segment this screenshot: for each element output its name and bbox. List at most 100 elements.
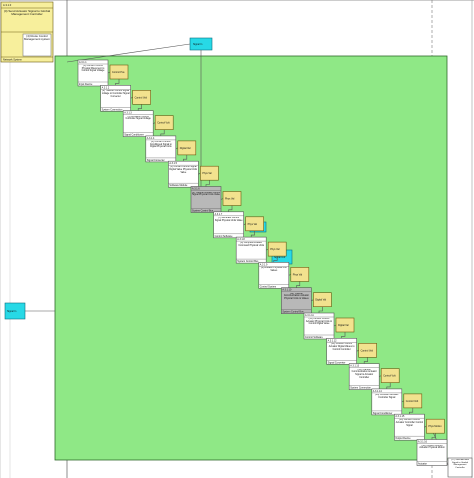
svg-text:Signal Out: Signal Out — [274, 256, 285, 259]
connector — [318, 306, 323, 313]
function-footer: System Control Bus — [282, 311, 304, 314]
function-text: (16) Convert Control Actuator Physical M… — [419, 444, 445, 450]
function-box-6[interactable]: A.3.1.6(6) Transfer Routed Control Signa… — [190, 186, 222, 213]
flow-item-9[interactable]: Phys Val — [290, 267, 310, 282]
function-id: A.3.1.6 — [192, 188, 200, 191]
connector — [409, 407, 414, 415]
flow-item-4[interactable]: Digital Val — [177, 140, 197, 156]
function-id: A.3.1.10 — [282, 289, 292, 292]
connector — [160, 129, 165, 136]
connector — [220, 198, 224, 200]
function-box-5[interactable]: A.3.1.5(5) Convert Control Signal Digita… — [168, 160, 199, 188]
flow-item-10[interactable]: Digital Val — [313, 292, 332, 308]
flow-item-8[interactable]: Phys Val — [267, 241, 287, 257]
function-footer: System Control Bus — [192, 210, 214, 213]
flow-item-3[interactable]: Control Volt — [154, 115, 174, 130]
function-id: A.3.1.8 — [237, 238, 245, 241]
connector — [386, 382, 391, 389]
flow-item-7[interactable]: Phys Val — [245, 216, 264, 232]
function-footer: System Connection — [350, 387, 371, 390]
flow-item-12[interactable]: Control Volt — [358, 342, 377, 358]
function-box-9[interactable]: A.3.1.9(9) Actuator Physical Unit Values… — [258, 262, 290, 289]
connector — [153, 122, 156, 124]
function-box-10[interactable]: A.3.1.10(10) Transfer Communication Actu… — [281, 287, 312, 315]
connector — [243, 223, 246, 226]
function-text: (6) Transfer Routed Control Signal Physi… — [192, 191, 220, 197]
function-box-15[interactable]: A.3.1.15(15) Convert Control Actuator Co… — [394, 413, 425, 441]
connector — [379, 375, 382, 377]
connector — [198, 172, 201, 175]
function-box-12[interactable]: A.3.1.12(12) Convert Control Actuator Di… — [326, 337, 357, 365]
flow-label: Phys Val — [293, 273, 303, 276]
connector — [175, 147, 178, 150]
function-id: A.3.1.16 — [418, 441, 428, 444]
function-box-11[interactable]: A.3.1.11(11) Convert Control Actuator Ph… — [303, 312, 335, 340]
function-box-8[interactable]: A.3.1.8(8) Compute Actuator Command Phys… — [235, 236, 267, 264]
function-footer: Actuator — [418, 463, 427, 466]
function-footer: Control Software — [305, 336, 323, 339]
flow-layer: Control Pos Control Volt Control Volt Digit… — [109, 64, 445, 434]
flow-label: Digital Val — [338, 324, 349, 327]
flow-label: Phys Val — [225, 198, 235, 201]
top-left-block[interactable]: A.3.1.0 (4) Send Actuator Signal to Gimb… — [0, 1, 54, 63]
flow-item-1[interactable]: Control Pos — [109, 64, 129, 80]
flow-label: Digital Val — [315, 299, 326, 302]
function-footer: Input Device — [79, 83, 93, 86]
flow-label: Phys Val — [248, 223, 258, 226]
function-id: A.3.1.13 — [350, 365, 360, 368]
function-box-7[interactable]: A.3.1.7(7) Generate Control Signal Physi… — [213, 211, 244, 239]
input-signal-1[interactable]: Signal In — [189, 37, 213, 51]
function-text: (9) Actuator Physical Unit Values — [260, 267, 287, 273]
function-box-3[interactable]: A.3.1.3(3) Condition Control Controller … — [122, 110, 154, 137]
flow-item-6[interactable]: Phys Val — [222, 191, 242, 206]
flow-label: Digital Val — [180, 147, 191, 150]
flow-label: Phys Motion — [428, 425, 442, 428]
function-id: A.3.1.3 — [124, 112, 132, 115]
function-box-2[interactable]: A.3.1.2(2) Transfer Control Signal Volta… — [100, 85, 131, 112]
top-block-subtitle: (4) Route Control Management system — [24, 35, 50, 42]
function-footer: Signal Converter — [328, 361, 346, 364]
function-footer: Signal Conditioner — [373, 412, 393, 415]
function-id: A.3.1.15 — [395, 415, 405, 418]
function-text: (14) Condition Actuator Controller Signa… — [375, 393, 399, 399]
connector — [296, 281, 301, 288]
flow-label: Control Volt — [406, 400, 419, 403]
function-box-13[interactable]: A.3.1.13(13) Transfer Communication Actu… — [348, 363, 380, 390]
flow-item-15[interactable]: Phys Motion — [426, 418, 445, 434]
connector — [205, 180, 210, 187]
top-block-id: A.3.1.0 — [3, 3, 12, 7]
flow-label: Phys Val — [202, 172, 212, 175]
function-box-14[interactable]: A.3.1.14(14) Condition Actuator Controll… — [371, 388, 403, 416]
flow-item-2[interactable]: Control Volt — [132, 90, 151, 105]
function-layer: A.3.1.1(1) Convert Control Physical Move… — [77, 59, 448, 466]
connector — [115, 79, 120, 86]
connector — [250, 230, 255, 238]
function-footer: Signal Conditioner — [124, 134, 144, 137]
flow-item-13[interactable]: Control Volt — [380, 368, 400, 383]
flow-item-5[interactable]: Phys Val — [200, 165, 219, 181]
flow-item-11[interactable]: Digital Val — [335, 317, 355, 333]
input-signal-2[interactable]: Signal In — [4, 302, 26, 320]
function-box-1[interactable]: A.3.1.1(1) Convert Control Physical Move… — [77, 59, 109, 87]
connector — [130, 97, 133, 99]
function-id: A.3.1.7 — [215, 213, 223, 216]
function-text: (15) Convert Control Actuator Controller… — [395, 419, 423, 427]
connector — [288, 274, 291, 276]
function-id: A.3.1.11 — [305, 314, 314, 317]
connector — [341, 332, 346, 339]
function-text: (2) Transfer Control Signal Voltage to C… — [101, 90, 130, 98]
connector — [401, 400, 404, 403]
function-text: (11) Convert Control Actuator Physical U… — [305, 318, 333, 326]
function-id: A.3.1.2 — [102, 86, 110, 89]
connector — [333, 324, 337, 327]
function-id: A.3.1.9 — [260, 263, 268, 266]
bottom-right-block[interactable]: (17) Send Actuator Signal to Gimbal Mana… — [447, 457, 473, 478]
function-id: A.3.1.12 — [328, 339, 338, 342]
flow-label: Control Pos — [112, 71, 125, 74]
function-box-4[interactable]: A.3.1.4(4) Convert Control Conditioned S… — [145, 135, 177, 163]
function-id: A.3.1.14 — [373, 390, 383, 393]
connector — [363, 357, 368, 364]
flow-item-14[interactable]: Control Volt — [403, 393, 423, 409]
function-box-16[interactable]: A.3.1.16(16) Convert Control Actuator Ph… — [416, 439, 448, 466]
